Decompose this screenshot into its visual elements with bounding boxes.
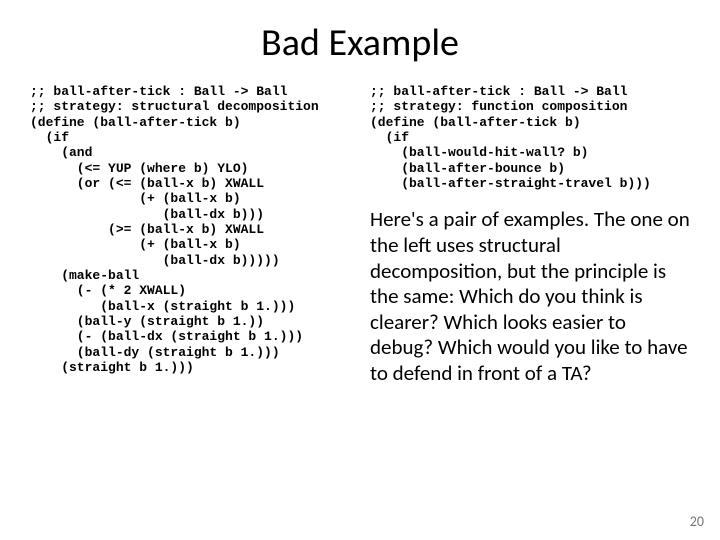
content-area: ;; ball-after-tick : Ball -> Ball ;; str… [30,84,690,520]
left-code-block: ;; ball-after-tick : Ball -> Ball ;; str… [30,84,350,375]
left-column: ;; ball-after-tick : Ball -> Ball ;; str… [30,84,350,520]
right-code-block: ;; ball-after-tick : Ball -> Ball ;; str… [370,84,690,191]
slide-title: Bad Example [30,20,690,66]
slide-number: 20 [690,513,704,530]
slide-container: Bad Example ;; ball-after-tick : Ball ->… [0,0,720,540]
explanatory-text: Here's a pair of examples. The one on th… [370,207,690,386]
right-column: ;; ball-after-tick : Ball -> Ball ;; str… [370,84,690,520]
